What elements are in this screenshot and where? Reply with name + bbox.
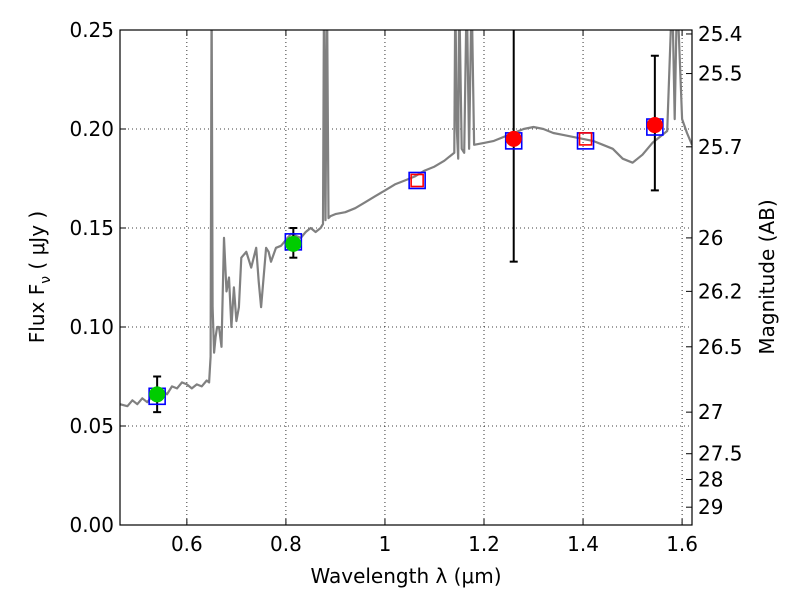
x-tick-label: 1.6 bbox=[666, 532, 698, 556]
y-axis-label: Flux Fν ( μJy ) bbox=[25, 211, 54, 343]
x-tick-label: 1.4 bbox=[567, 532, 599, 556]
x-axis-label: Wavelength λ (μm) bbox=[310, 564, 501, 588]
y2-tick-label: 26.2 bbox=[698, 279, 743, 303]
y-axis-label-subscript: ν bbox=[38, 276, 54, 284]
y-tick-label: 0.00 bbox=[69, 513, 114, 537]
y2-axis-label: Magnitude (AB) bbox=[755, 199, 779, 354]
y2-tick-label: 27.5 bbox=[698, 442, 743, 466]
y2-tick-label: 26 bbox=[698, 226, 723, 250]
spectrum-series bbox=[120, 30, 692, 408]
y2-tick-label: 27 bbox=[698, 400, 723, 424]
y-axis-label-unit: ( μJy ) bbox=[25, 211, 49, 276]
x-tick-label: 0.8 bbox=[270, 532, 302, 556]
data-markers bbox=[148, 117, 664, 406]
grid-lines bbox=[120, 30, 692, 525]
y2-tick-label: 29 bbox=[698, 495, 723, 519]
y2-tick-label: 25.4 bbox=[698, 22, 743, 46]
spectrum-line bbox=[120, 30, 692, 408]
x-tick-label: 1.2 bbox=[468, 532, 500, 556]
y-tick-label: 0.05 bbox=[69, 414, 114, 438]
square-marker bbox=[408, 171, 426, 190]
y2-tick-label: 25.7 bbox=[698, 135, 743, 159]
y-tick-label: 0.25 bbox=[69, 18, 114, 42]
x-tick-label: 0.6 bbox=[171, 532, 203, 556]
x-tick-label: 1 bbox=[379, 532, 392, 556]
y-tick-label: 0.15 bbox=[69, 216, 114, 240]
y2-tick-label: 28 bbox=[698, 467, 723, 491]
y2-tick-label: 25.5 bbox=[698, 62, 743, 86]
circle-marker bbox=[149, 386, 166, 403]
y-tick-label: 0.10 bbox=[69, 315, 114, 339]
plot-frame bbox=[119, 29, 693, 526]
y2-tick-label: 26.5 bbox=[698, 335, 743, 359]
circle-marker bbox=[285, 235, 302, 252]
circle-marker bbox=[646, 117, 663, 134]
square-marker bbox=[410, 173, 424, 188]
axis-ticks: 0.6 0.8 1 1.2 1.4 1.6 0.00 0.05 0.10 0.15 0.20 0.25… bbox=[69, 18, 742, 556]
y-axis-label-main: Flux F bbox=[25, 284, 49, 343]
circle-marker bbox=[505, 130, 522, 147]
square-marker bbox=[578, 132, 593, 146]
y-tick-label: 0.20 bbox=[69, 117, 114, 141]
